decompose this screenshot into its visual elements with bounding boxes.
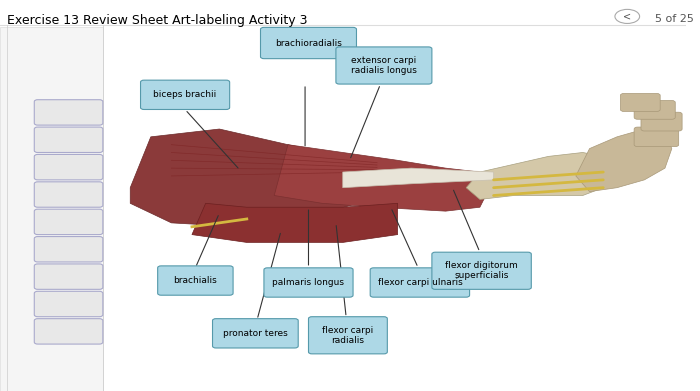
Text: brachialis: brachialis: [174, 276, 217, 285]
FancyBboxPatch shape: [264, 268, 353, 297]
Text: flexor carpi
radialis: flexor carpi radialis: [322, 326, 374, 345]
Polygon shape: [130, 129, 377, 227]
FancyBboxPatch shape: [34, 291, 103, 317]
FancyBboxPatch shape: [336, 47, 432, 84]
FancyBboxPatch shape: [620, 93, 660, 111]
Text: flexor carpi ulnaris: flexor carpi ulnaris: [377, 278, 462, 287]
FancyBboxPatch shape: [158, 266, 233, 295]
FancyBboxPatch shape: [34, 264, 103, 289]
Polygon shape: [192, 203, 398, 242]
Polygon shape: [466, 152, 603, 199]
FancyBboxPatch shape: [34, 100, 103, 125]
Text: <: <: [623, 11, 631, 22]
Text: Exercise 13 Review Sheet Art-labeling Activity 3: Exercise 13 Review Sheet Art-labeling Ac…: [7, 14, 307, 27]
FancyBboxPatch shape: [309, 317, 387, 354]
Text: biceps brachii: biceps brachii: [153, 90, 217, 99]
Text: pronator teres: pronator teres: [223, 329, 288, 338]
FancyBboxPatch shape: [0, 27, 103, 391]
FancyBboxPatch shape: [370, 268, 470, 297]
Text: extensor carpi
radialis longus: extensor carpi radialis longus: [351, 56, 416, 75]
FancyBboxPatch shape: [634, 100, 676, 119]
Text: flexor digitorum
superficialis: flexor digitorum superficialis: [445, 261, 518, 280]
FancyBboxPatch shape: [34, 209, 103, 235]
FancyBboxPatch shape: [34, 182, 103, 207]
Polygon shape: [274, 145, 494, 211]
FancyBboxPatch shape: [260, 27, 356, 59]
FancyBboxPatch shape: [141, 80, 230, 109]
FancyBboxPatch shape: [34, 319, 103, 344]
FancyBboxPatch shape: [34, 127, 103, 152]
FancyBboxPatch shape: [34, 154, 103, 180]
Text: 5 of 25: 5 of 25: [654, 14, 694, 24]
Text: brachioradialis: brachioradialis: [275, 38, 342, 48]
Polygon shape: [343, 168, 494, 188]
FancyBboxPatch shape: [432, 252, 531, 289]
FancyBboxPatch shape: [213, 319, 298, 348]
FancyBboxPatch shape: [634, 127, 679, 147]
Polygon shape: [576, 129, 672, 192]
Text: palmaris longus: palmaris longus: [272, 278, 344, 287]
FancyBboxPatch shape: [641, 112, 682, 131]
FancyBboxPatch shape: [34, 237, 103, 262]
Circle shape: [615, 9, 640, 23]
